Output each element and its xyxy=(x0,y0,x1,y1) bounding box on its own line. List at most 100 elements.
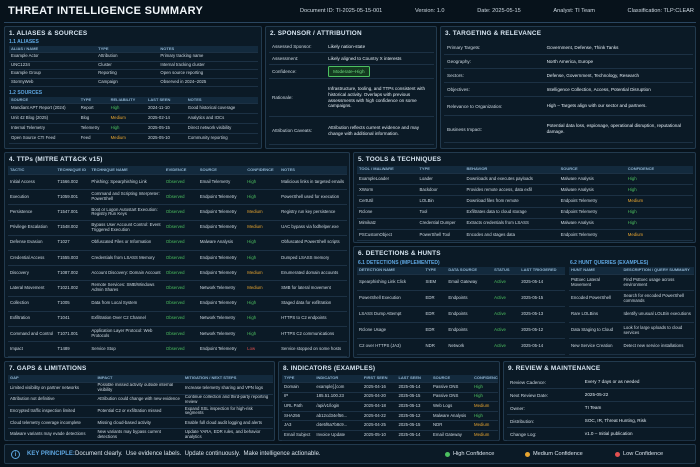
table-cell: High xyxy=(247,178,257,184)
table-cell: Enable full cloud audit logging and aler… xyxy=(184,419,263,425)
table-cell: Rclone Usage xyxy=(359,327,386,333)
table-cell: Endpoint Telemetry xyxy=(560,209,598,215)
table-cell: Telemetry xyxy=(80,125,100,131)
field-label: Business Impact: xyxy=(447,126,482,132)
field-row: Geography: North America, Europe xyxy=(444,55,693,69)
table-cell: Observed xyxy=(165,330,185,336)
field-label: Owner: xyxy=(510,405,525,411)
table-cell: LOLBin xyxy=(419,198,434,203)
table-cell: 2025-05-12 xyxy=(521,327,544,333)
table-cell: Passive DNS xyxy=(433,383,459,389)
table-cell: CertUtil xyxy=(359,198,374,203)
table-cell: T1566.002 xyxy=(57,178,78,184)
table-cell: Attribution could change with new eviden… xyxy=(97,396,180,402)
table-cell: d4e5f6a7b8c9... xyxy=(316,422,348,428)
table-cell: Look for large uploads to cloud services xyxy=(623,324,683,335)
column-header: LAST SEEN xyxy=(147,97,171,102)
table-row: Malware variants may evade detections New… xyxy=(8,429,273,441)
table-row: JA3 d4e5f6a7b8c9... 2025-04-25 2025-05-15 ND… xyxy=(282,421,498,431)
table-cell: Medium xyxy=(247,209,263,214)
table-cell: Provides remote access, data exfil xyxy=(466,186,532,192)
table-cell: High xyxy=(110,105,120,111)
column-header: TOOL / MALWARE xyxy=(359,166,394,172)
table-cell: Missing cloud-based activity xyxy=(97,419,151,425)
field-label: Next Review Date: xyxy=(510,392,549,398)
data-table: GAP IMPACT MITIGATION / NEXT STEPS Limited … xyxy=(8,375,273,441)
table-cell: Example Actor xyxy=(11,53,39,59)
table-cell: Remote Services: SMB/Windows Admin Share… xyxy=(91,282,155,293)
data-table: TYPE INDICATOR FIRST SEEN LAST SEEN SOURCE CO… xyxy=(282,375,498,441)
table-cell: Email Gateway xyxy=(433,431,462,437)
table-cell: Malware Analysis xyxy=(560,175,594,181)
table-cell: Obfuscated Files or Information xyxy=(91,239,152,245)
table-row: Encoded PowerShell Search for encoded Pow… xyxy=(569,291,694,307)
field-row: Business Impact: Potential data loss, esp… xyxy=(444,116,693,143)
table-cell: Search for encoded PowerShell commands xyxy=(623,292,684,303)
table-cell: 2025-05-14 xyxy=(398,431,421,437)
subsection-title: 1.2 SOURCES xyxy=(9,90,43,96)
table-row: Mandiant APT Report (2024) Report High 2024… xyxy=(9,104,258,114)
table-cell: 2025-05-15 xyxy=(521,295,544,301)
table-cell: 2025-02-14 xyxy=(147,115,170,121)
column-header: LAST TRIGGERED xyxy=(521,267,557,273)
meta-item: Version: 1.0 xyxy=(414,8,445,14)
column-header: ALIAS / NAME xyxy=(11,46,39,51)
table-cell: 2025-05-12 xyxy=(398,412,421,418)
column-header: NOTES xyxy=(187,97,202,102)
table-cell: Extracts credentials from LSASS xyxy=(466,220,529,226)
field-label: Geography: xyxy=(447,59,472,64)
table-cell: Passive DNS xyxy=(433,393,459,399)
table-cell: Continue collection and third-party repo… xyxy=(184,394,269,404)
column-header: SOURCE xyxy=(199,166,217,172)
table-cell: Command and Scripting Interpreter: Power… xyxy=(91,191,160,202)
field-value: 2025-05-22 xyxy=(584,392,609,398)
table-row: UNC1234 Cluster Internal tracking cluster xyxy=(9,62,258,70)
table-cell: 2025-05-14 xyxy=(398,383,421,389)
table-cell: High xyxy=(247,300,257,306)
table-cell: Medium xyxy=(247,269,263,275)
table-row: StormyWeb Campaign Observed in 2024–2025 xyxy=(9,78,258,87)
table-cell: Observed xyxy=(165,239,185,245)
table-cell: Endpoint Telemetry xyxy=(199,193,237,199)
subsection-title: 1.1 ALIASES xyxy=(9,39,39,45)
table-cell: Detect new service installations xyxy=(623,343,684,349)
table-cell: Endpoint Telemetry xyxy=(199,300,237,306)
legend-swatch xyxy=(615,451,620,457)
table-cell: Expand SSL inspection for high-risk segm… xyxy=(184,406,253,416)
table-cell: HTTPS to C2 endpoints xyxy=(281,315,327,321)
key-principle-text: Document clearly. Use evidence labels. U… xyxy=(75,451,321,457)
field-row: Confidence: Moderate–High xyxy=(269,65,434,79)
table-cell: T1548.002 xyxy=(57,224,78,230)
field-row: Owner: TI Team xyxy=(507,402,694,415)
column-header: GAP xyxy=(10,375,19,381)
table-cell: Observed xyxy=(165,300,185,306)
section-title: 8. INDICATORS (EXAMPLES) xyxy=(283,365,376,372)
field-value: v1.0 – Initial publication xyxy=(584,431,633,437)
table-row: Lateral Movement T1021.002 Remote Services… xyxy=(8,281,347,297)
table-cell: Invoice Update xyxy=(316,431,346,437)
table-row: Spearphishing Link Click SIEM Email Gatewa… xyxy=(357,275,565,291)
column-header: INDICATOR xyxy=(316,375,339,381)
section-panel: 2. SPONSOR / ATTRIBUTION Assessed Sponsor… xyxy=(265,26,437,149)
table-cell: Observed xyxy=(165,315,185,321)
table-cell: Direct network visibility xyxy=(187,125,232,131)
table-cell: Report xyxy=(80,105,94,111)
table-cell: Active xyxy=(494,343,506,349)
table-cell: Endpoints xyxy=(448,295,468,301)
column-header: DATA SOURCE xyxy=(448,267,478,273)
table-cell: XWorm xyxy=(359,186,374,192)
table-cell: Network Telemetry xyxy=(199,284,236,290)
table-cell: High xyxy=(627,175,637,181)
column-header: SOURCE xyxy=(433,375,451,381)
field-value: Infrastructure, tooling, and TTPs consis… xyxy=(328,86,426,109)
table-cell: High xyxy=(247,330,257,336)
legend-swatch xyxy=(525,451,530,457)
table-cell: 2025-04-18 xyxy=(363,403,386,409)
table-cell: T1005 xyxy=(57,300,70,306)
table-header: TOOL / MALWARE TYPE BEHAVIOR SOURCE CONFIDEN… xyxy=(357,166,693,174)
table-cell: Medium xyxy=(474,403,490,409)
table-row: Unit 42 Blog (2025) Blog Medium 2025-02-14 A… xyxy=(9,114,258,124)
table-cell: Observed in 2024–2025 xyxy=(160,78,207,84)
table-cell: 2025-04-25 xyxy=(363,422,386,428)
table-cell: Good historical coverage xyxy=(187,105,236,111)
